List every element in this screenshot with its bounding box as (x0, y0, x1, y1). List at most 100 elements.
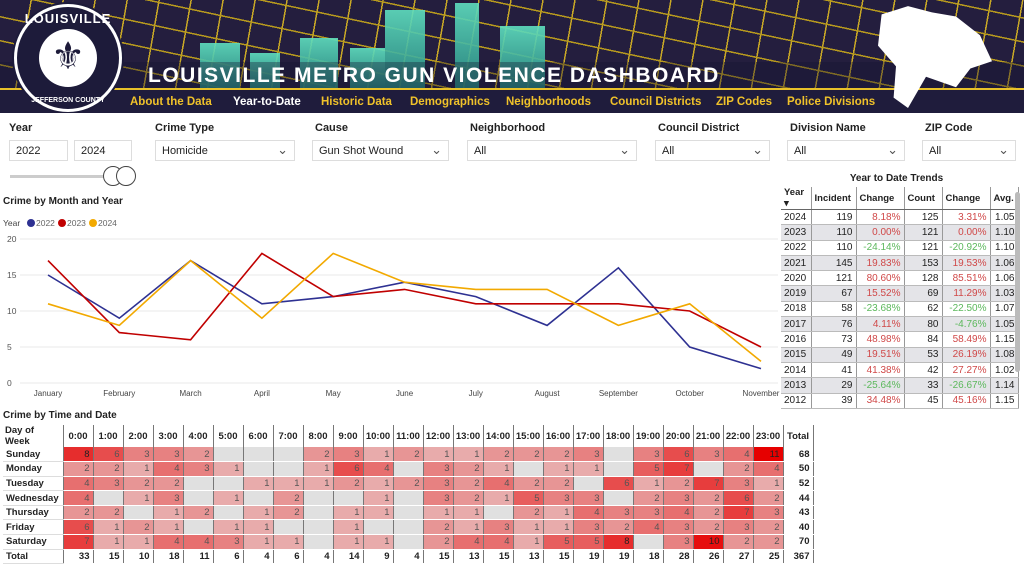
ytd-header-4[interactable]: Change (942, 187, 991, 210)
heat-cell: 1 (573, 461, 604, 477)
heat-cell: 1 (423, 447, 454, 463)
legend-label-2024[interactable]: 2024 (98, 218, 117, 228)
ytd-cell: 45.16% (942, 393, 991, 409)
ytd-cell: 34.48% (856, 393, 905, 409)
ytd-cell: 121 (904, 240, 943, 256)
nav-council-districts[interactable]: Council Districts (610, 96, 702, 108)
heat-header-hour: 4:00 (183, 425, 214, 447)
heat-cell: 3 (723, 476, 754, 492)
year-slider-track[interactable] (10, 175, 110, 178)
ytd-header-1[interactable]: Incident (811, 187, 857, 210)
heat-cell: 1 (153, 505, 184, 521)
header-banner: LOUISVILLE METRO GUN VIOLENCE DASHBOARD … (0, 0, 1024, 113)
ytd-cell: 2018 (781, 301, 812, 318)
ytd-cell: 1.05 (990, 209, 1019, 226)
heat-header-hour: 13:00 (453, 425, 484, 447)
nav-zip-codes[interactable]: ZIP Codes (716, 96, 773, 108)
division-name-dropdown[interactable]: All ⌄ (787, 140, 905, 161)
ytd-header-2[interactable]: Change (856, 187, 905, 210)
zip-code-label: ZIP Code (925, 122, 973, 134)
legend-marker-2022[interactable] (27, 219, 35, 227)
heat-day-label: Sunday (3, 447, 64, 463)
heat-cell: 3 (333, 447, 364, 463)
ytd-cell: -22.50% (942, 301, 991, 318)
heat-header-hour: 3:00 (153, 425, 184, 447)
heat-header-hour: 10:00 (363, 425, 394, 447)
year-slider-end-handle[interactable] (116, 166, 136, 186)
heat-header-hour: 11:00 (393, 425, 424, 447)
heat-day-label: Wednesday (3, 490, 64, 506)
nav-police-divisions[interactable]: Police Divisions (787, 96, 876, 108)
heat-col-total: 4 (243, 548, 274, 564)
heat-row-total: 43 (783, 505, 814, 521)
ytd-cell: 39 (811, 393, 857, 409)
series-line-2023[interactable] (47, 252, 762, 348)
nav-historic-data[interactable]: Historic Data (321, 96, 392, 108)
division-name-value: All (794, 145, 807, 157)
heat-cell (363, 519, 394, 536)
heat-row-total: 70 (783, 534, 814, 550)
heat-cell: 1 (333, 519, 364, 536)
heat-cell: 1 (753, 476, 784, 492)
year-from-input[interactable]: 2022 (9, 140, 68, 161)
ytd-row: 2021 145 19.83% 153 19.53% 1.06 (781, 255, 1019, 272)
ytd-row: 2018 58 -23.68% 62 -22.50% 1.07 (781, 301, 1019, 318)
cause-dropdown[interactable]: Gun Shot Wound ⌄ (312, 140, 449, 161)
heat-total-row: Total 33 15 10 18 11 6 4 6 4 14 9 4 15 13 15 13 15 19 19 18 2… (3, 548, 814, 564)
ytd-cell: 84 (904, 331, 943, 348)
heat-cell: 4 (483, 534, 514, 550)
heat-cell: 2 (753, 519, 784, 536)
nav-bar: About the Data Year-to-Date Historic Dat… (0, 88, 1024, 113)
heat-cell: 2 (63, 461, 94, 477)
heat-cell: 1 (363, 534, 394, 550)
heat-header-day[interactable]: Day of Week (3, 425, 64, 447)
heat-cell: 4 (63, 490, 94, 506)
heat-cell (183, 476, 214, 492)
ytd-cell: 58 (811, 301, 857, 318)
chart-title: Crime by Month and Year (3, 196, 123, 207)
heat-header-hour: 15:00 (513, 425, 544, 447)
legend-label-2022[interactable]: 2022 (36, 218, 55, 228)
heat-cell: 2 (453, 461, 484, 477)
legend-label-2023[interactable]: 2023 (67, 218, 86, 228)
legend-marker-2023[interactable] (58, 219, 66, 227)
ytd-cell: 85.51% (942, 270, 991, 287)
heat-cell (393, 461, 424, 477)
ytd-cell: 15.52% (856, 285, 905, 302)
heat-header-hour: 17:00 (573, 425, 604, 447)
ytd-header-5[interactable]: Avg. (990, 187, 1019, 210)
heat-header-hour: 5:00 (213, 425, 244, 447)
year-to-input[interactable]: 2024 (74, 140, 132, 161)
heat-cell: 1 (243, 534, 274, 550)
ytd-cell: 125 (904, 209, 943, 226)
nav-year-to-date[interactable]: Year-to-Date (233, 96, 301, 108)
heat-col-total: 9 (363, 548, 394, 564)
crime-type-dropdown[interactable]: Homicide ⌄ (155, 140, 295, 161)
ytd-header-0[interactable]: Year ▾ (781, 187, 812, 210)
heat-col-total: 19 (603, 548, 634, 564)
heat-cell: 2 (153, 476, 184, 492)
neighborhood-dropdown[interactable]: All ⌄ (467, 140, 637, 161)
ytd-row: 2022 110 -24.14% 121 -20.92% 1.10 (781, 240, 1019, 256)
heat-cell (393, 534, 424, 550)
council-district-dropdown[interactable]: All ⌄ (655, 140, 770, 161)
legend-marker-2024[interactable] (89, 219, 97, 227)
ytd-header-3[interactable]: Count (904, 187, 943, 210)
nav-about-the-data[interactable]: About the Data (130, 96, 212, 108)
ytd-cell: 110 (811, 240, 857, 256)
heat-cell: 3 (93, 476, 124, 492)
series-line-2024[interactable] (47, 252, 762, 363)
ytd-cell: 145 (811, 255, 857, 272)
nav-neighborhoods[interactable]: Neighborhoods (506, 96, 591, 108)
heat-cell: 3 (633, 505, 664, 521)
heat-cell (243, 447, 274, 463)
heat-cell: 3 (153, 447, 184, 463)
ytd-cell: 2016 (781, 331, 812, 348)
nav-demographics[interactable]: Demographics (410, 96, 490, 108)
zip-code-dropdown[interactable]: All ⌄ (922, 140, 1016, 161)
ytd-scrollbar[interactable] (1015, 192, 1020, 372)
ytd-cell: -4.76% (942, 316, 991, 333)
heat-cell: 2 (693, 490, 724, 506)
heat-cell (183, 490, 214, 506)
neighborhood-label: Neighborhood (470, 122, 546, 134)
